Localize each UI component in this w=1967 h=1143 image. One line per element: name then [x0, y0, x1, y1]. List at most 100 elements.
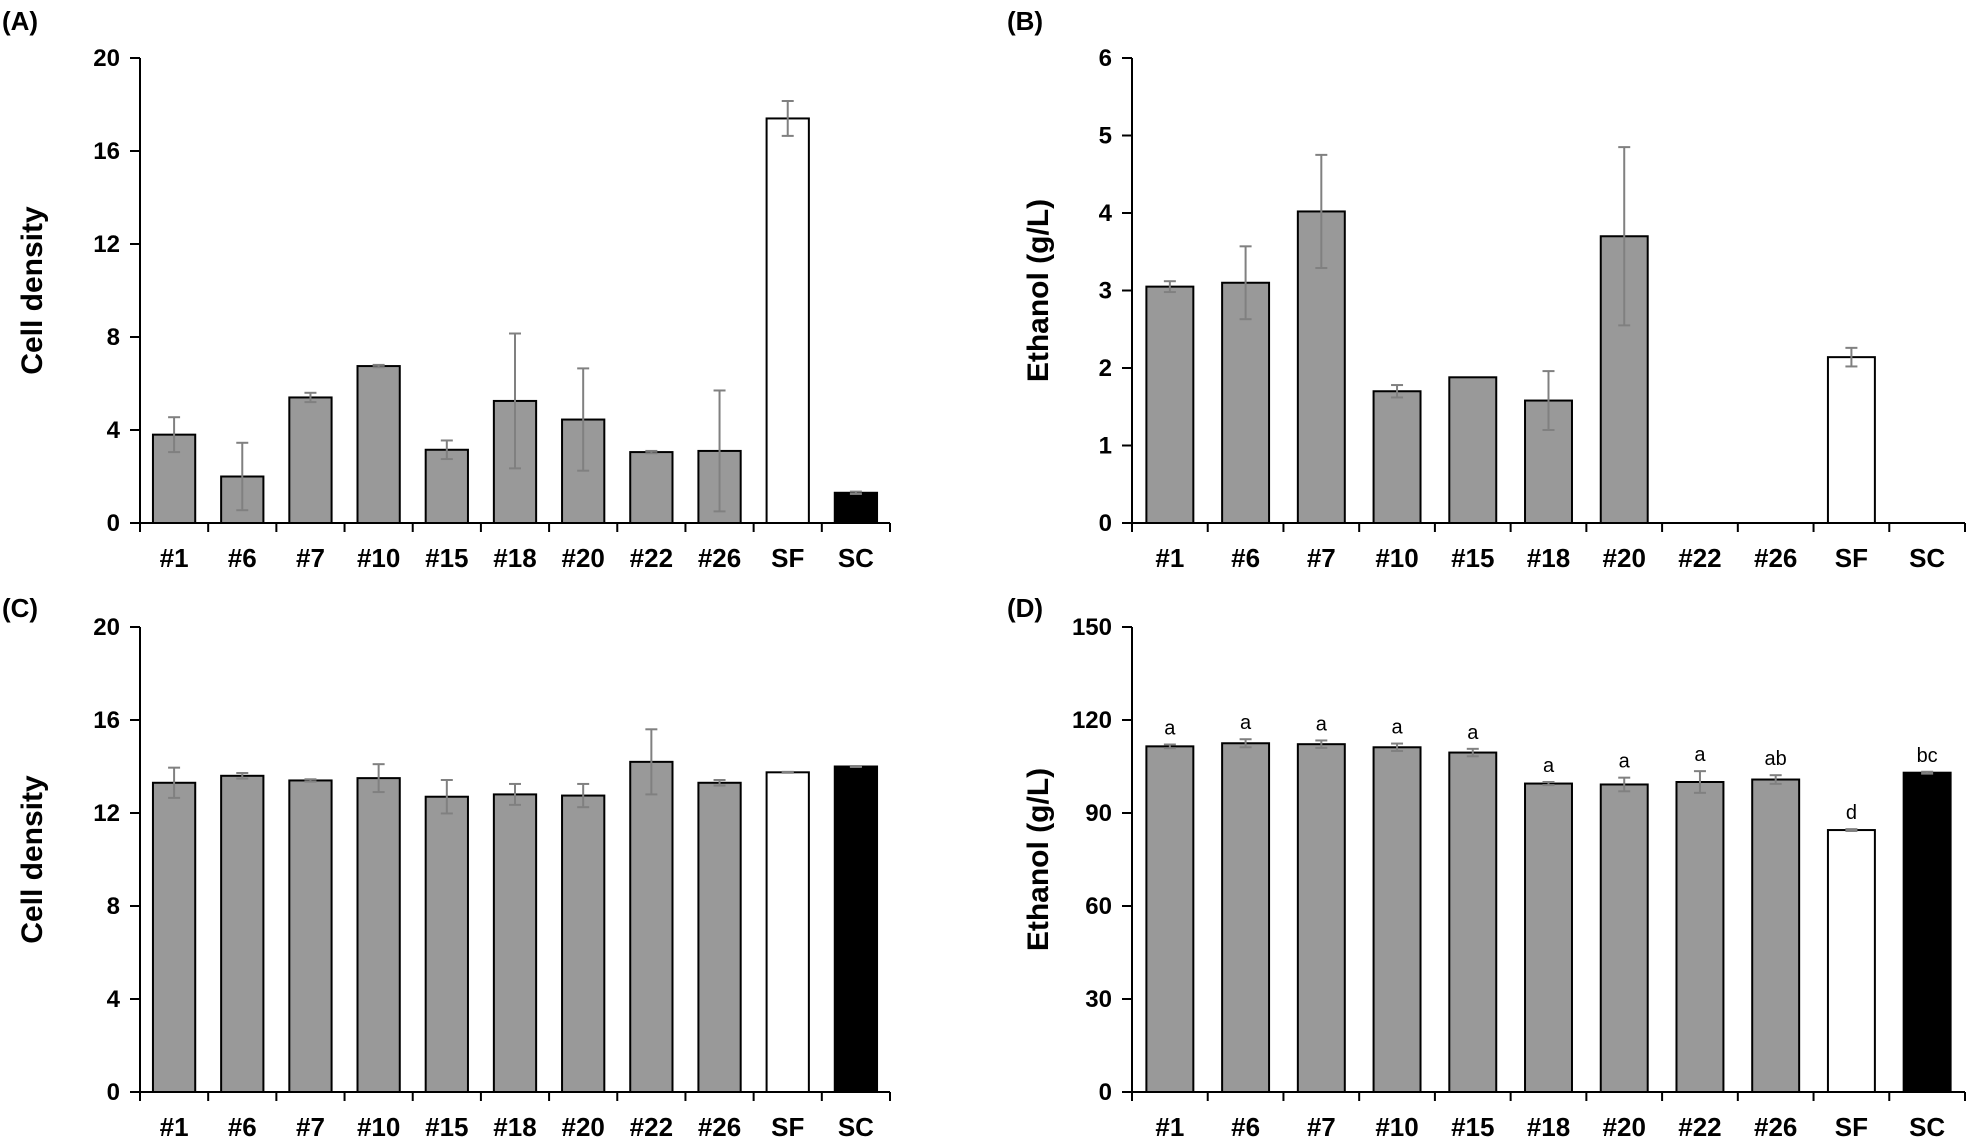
- y-tick-label: 4: [1099, 200, 1113, 227]
- significance-letter: a: [1467, 722, 1479, 744]
- x-category-label: #15: [425, 543, 468, 573]
- bar-n20: [1599, 783, 1649, 1093]
- x-category-label: #7: [296, 1112, 325, 1142]
- x-category-label: #10: [357, 1112, 400, 1142]
- x-category-label: #10: [357, 543, 400, 573]
- significance-letter: d: [1846, 802, 1857, 824]
- bar-n18: [1524, 782, 1573, 1093]
- y-axis-title: Cell density: [16, 775, 49, 944]
- bar-n7: [288, 396, 333, 525]
- y-tick-label: 60: [1085, 893, 1112, 920]
- panel-c: (C) Cell density 0 4 8 12 16 20 #1 #6 #7 #10 #15 #18 #…: [2, 593, 891, 1142]
- bar-sc: [1902, 771, 1952, 1093]
- x-category-label: #22: [1678, 543, 1721, 573]
- x-category-label: #7: [1307, 543, 1336, 573]
- x-category-label: #15: [1451, 543, 1494, 573]
- bar-n26: [697, 781, 742, 1094]
- significance-letter: a: [1619, 751, 1631, 773]
- x-category-label: #26: [698, 543, 741, 573]
- x-category-label: SF: [1835, 1112, 1868, 1142]
- significance-letter: a: [1164, 717, 1176, 739]
- x-category-label: #18: [1527, 1112, 1570, 1142]
- bar-n22: [629, 760, 674, 1093]
- bar-n20: [561, 794, 606, 1093]
- x-category-label: #1: [1155, 1112, 1184, 1142]
- bar-n10: [356, 777, 401, 1093]
- bar-n15: [1448, 751, 1498, 1093]
- bar-sf: [765, 117, 810, 524]
- bar-n22: [629, 451, 674, 524]
- x-category-label: #20: [561, 543, 604, 573]
- x-category-label: SF: [771, 1112, 804, 1142]
- significance-letter: ab: [1765, 748, 1787, 770]
- x-category-label: #20: [1603, 543, 1646, 573]
- panel-label: (B): [1007, 6, 1043, 36]
- bar-sc: [833, 765, 879, 1093]
- y-tick-label: 6: [1099, 45, 1112, 72]
- x-category-label: #18: [493, 1112, 536, 1142]
- y-tick-label: 90: [1085, 800, 1112, 827]
- panel-b: (B) Ethanol (g/L) 0 1 2 3 4 5 6 #1 #6 #7 #10 #15 #18 #2…: [1007, 6, 1966, 573]
- bar-sf: [765, 771, 810, 1093]
- bar-n26: [1751, 778, 1801, 1094]
- significance-letter: a: [1240, 712, 1252, 734]
- bar-n1: [1145, 745, 1195, 1093]
- x-category-label: #22: [630, 543, 673, 573]
- bar-n10: [1372, 390, 1422, 524]
- significance-letter: a: [1391, 717, 1403, 739]
- x-category-label: #15: [1451, 1112, 1494, 1142]
- x-category-label: #7: [1307, 1112, 1336, 1142]
- y-tick-label: 0: [1099, 510, 1112, 537]
- y-axis-title: Cell density: [16, 206, 49, 375]
- y-tick-label: 8: [107, 324, 120, 351]
- x-category-label: #1: [1155, 543, 1184, 573]
- panel-d: (D) Ethanol (g/L) 0 30 60 90 120 150 #1 a #6 a #7 a #1…: [1007, 593, 1966, 1142]
- y-tick-label: 12: [93, 231, 120, 258]
- x-category-label: #1: [160, 1112, 189, 1142]
- bar-n15: [424, 795, 469, 1093]
- x-category-label: #26: [1754, 543, 1797, 573]
- x-category-label: SF: [1835, 543, 1868, 573]
- y-tick-label: 2: [1099, 355, 1112, 382]
- x-category-label: #18: [493, 543, 536, 573]
- x-category-label: #6: [1231, 1112, 1260, 1142]
- x-category-label: #6: [228, 543, 257, 573]
- x-category-label: SC: [1909, 543, 1945, 573]
- x-category-label: #20: [561, 1112, 604, 1142]
- x-category-label: SC: [1909, 1112, 1945, 1142]
- y-tick-label: 20: [93, 614, 120, 641]
- x-category-label: #22: [630, 1112, 673, 1142]
- y-tick-label: 4: [107, 986, 121, 1013]
- bar-n10: [356, 365, 401, 524]
- x-category-label: #20: [1603, 1112, 1646, 1142]
- panel-label: (D): [1007, 593, 1043, 623]
- y-tick-label: 20: [93, 45, 120, 72]
- y-tick-label: 12: [93, 800, 120, 827]
- y-tick-label: 3: [1099, 278, 1112, 305]
- significance-letter: bc: [1917, 745, 1938, 767]
- panel-label: (C): [2, 593, 38, 623]
- bar-n7: [288, 779, 333, 1093]
- x-category-label: #18: [1527, 543, 1570, 573]
- x-category-label: #10: [1375, 1112, 1418, 1142]
- y-tick-label: 120: [1072, 707, 1112, 734]
- x-category-label: #22: [1678, 1112, 1721, 1142]
- x-category-label: #26: [1754, 1112, 1797, 1142]
- panel-label: (A): [2, 6, 38, 36]
- y-axis-title: Ethanol (g/L): [1022, 768, 1055, 951]
- bar-n15: [1448, 376, 1498, 524]
- y-tick-label: 0: [107, 1079, 120, 1106]
- bar-n1: [1145, 285, 1195, 524]
- bar-sf: [1826, 356, 1876, 524]
- x-category-label: #6: [228, 1112, 257, 1142]
- significance-letter: a: [1316, 713, 1328, 735]
- y-tick-label: 30: [1085, 986, 1112, 1013]
- bar-n1: [151, 781, 197, 1094]
- bar-sc: [833, 491, 879, 524]
- y-tick-label: 0: [107, 510, 120, 537]
- y-tick-label: 16: [93, 707, 120, 734]
- significance-letter: a: [1694, 744, 1706, 766]
- bar-n6: [220, 774, 265, 1093]
- y-axis-title: Ethanol (g/L): [1022, 199, 1055, 382]
- x-category-label: #6: [1231, 543, 1260, 573]
